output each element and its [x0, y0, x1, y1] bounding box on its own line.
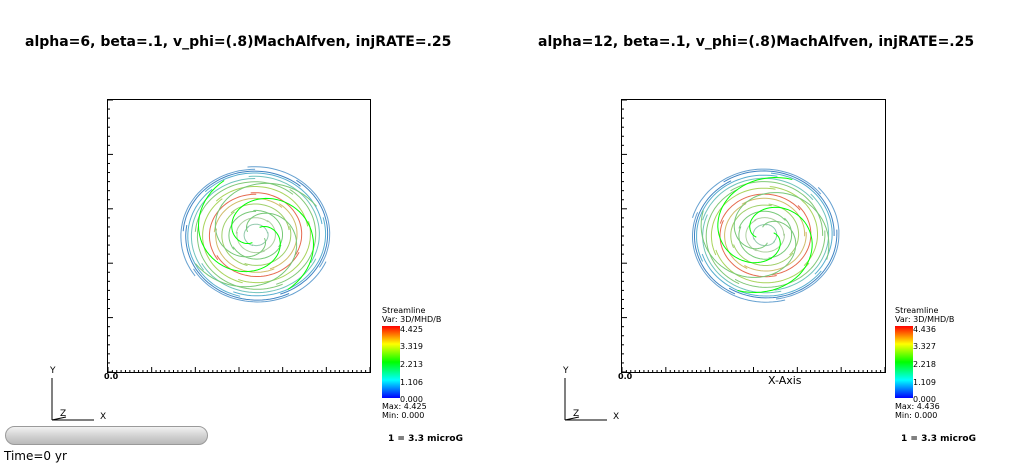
color-legend-right: Streamline Var: 3D/MHD/B 4.436 3.327 2.2…	[895, 307, 975, 429]
origin-label-left: 0.0	[104, 372, 119, 381]
legend-variable-left: Var: 3D/MHD/B	[382, 315, 442, 324]
legend-title-left: Streamline	[382, 306, 426, 315]
legend-min-left: Min: 0.000	[382, 411, 425, 420]
colorbar-tick: 3.319	[400, 342, 423, 351]
plot-area-right[interactable]	[621, 99, 886, 373]
plot-area-left[interactable]	[107, 99, 371, 373]
streamline-plot-right	[691, 168, 840, 303]
triad-x-label-left: X	[100, 412, 107, 422]
colorbar-tick: 1.106	[400, 378, 423, 387]
plot-title-left: alpha=6, beta=.1, v_phi=(.8)MachAlfven, …	[25, 34, 452, 50]
legend-max-right: Max: 4.436	[895, 402, 940, 411]
colorbar-tick: 3.327	[913, 342, 936, 351]
streamline-plot-left	[180, 166, 331, 303]
colorbar-tick: 4.436	[913, 325, 936, 334]
triad-y-label-right: Y	[563, 366, 569, 376]
legend-title-right: Streamline	[895, 306, 939, 315]
legend-variable-right: Var: 3D/MHD/B	[895, 315, 955, 324]
colorbar-tick: 2.218	[913, 360, 936, 369]
colorbar-tick: 4.425	[400, 325, 423, 334]
triad-y-label-left: Y	[50, 366, 56, 376]
axis-triad-right: Y Z X	[561, 366, 621, 424]
axis-ticks-right	[622, 100, 885, 372]
colorbar-tick: 0.000	[400, 395, 423, 404]
color-legend-left: Streamline Var: 3D/MHD/B 4.425 3.319 2.2…	[382, 307, 462, 429]
scale-note-right: 1 = 3.3 microG	[901, 434, 976, 444]
legend-max-left: Max: 4.425	[382, 402, 427, 411]
axis-ticks-left	[108, 100, 370, 372]
triad-x-label-right: X	[613, 412, 620, 422]
time-slider[interactable]	[5, 426, 208, 445]
legend-min-right: Min: 0.000	[895, 411, 938, 420]
colorbar-tick: 0.000	[913, 395, 936, 404]
triad-z-label-right: Z	[573, 409, 580, 419]
colorbar-left	[382, 326, 400, 398]
colorbar-tick: 2.213	[400, 360, 423, 369]
colorbar-tick: 1.109	[913, 378, 936, 387]
time-label: Time=0 yr	[4, 449, 67, 463]
scale-note-left: 1 = 3.3 microG	[388, 434, 463, 444]
triad-z-label-left: Z	[60, 409, 67, 419]
origin-label-right: 0.0	[618, 372, 633, 381]
plot-title-right: alpha=12, beta=.1, v_phi=(.8)MachAlfven,…	[538, 34, 975, 50]
colorbar-right	[895, 326, 913, 398]
axis-triad-left: Y Z X	[48, 366, 108, 424]
x-axis-label-right: X-Axis	[768, 374, 802, 387]
